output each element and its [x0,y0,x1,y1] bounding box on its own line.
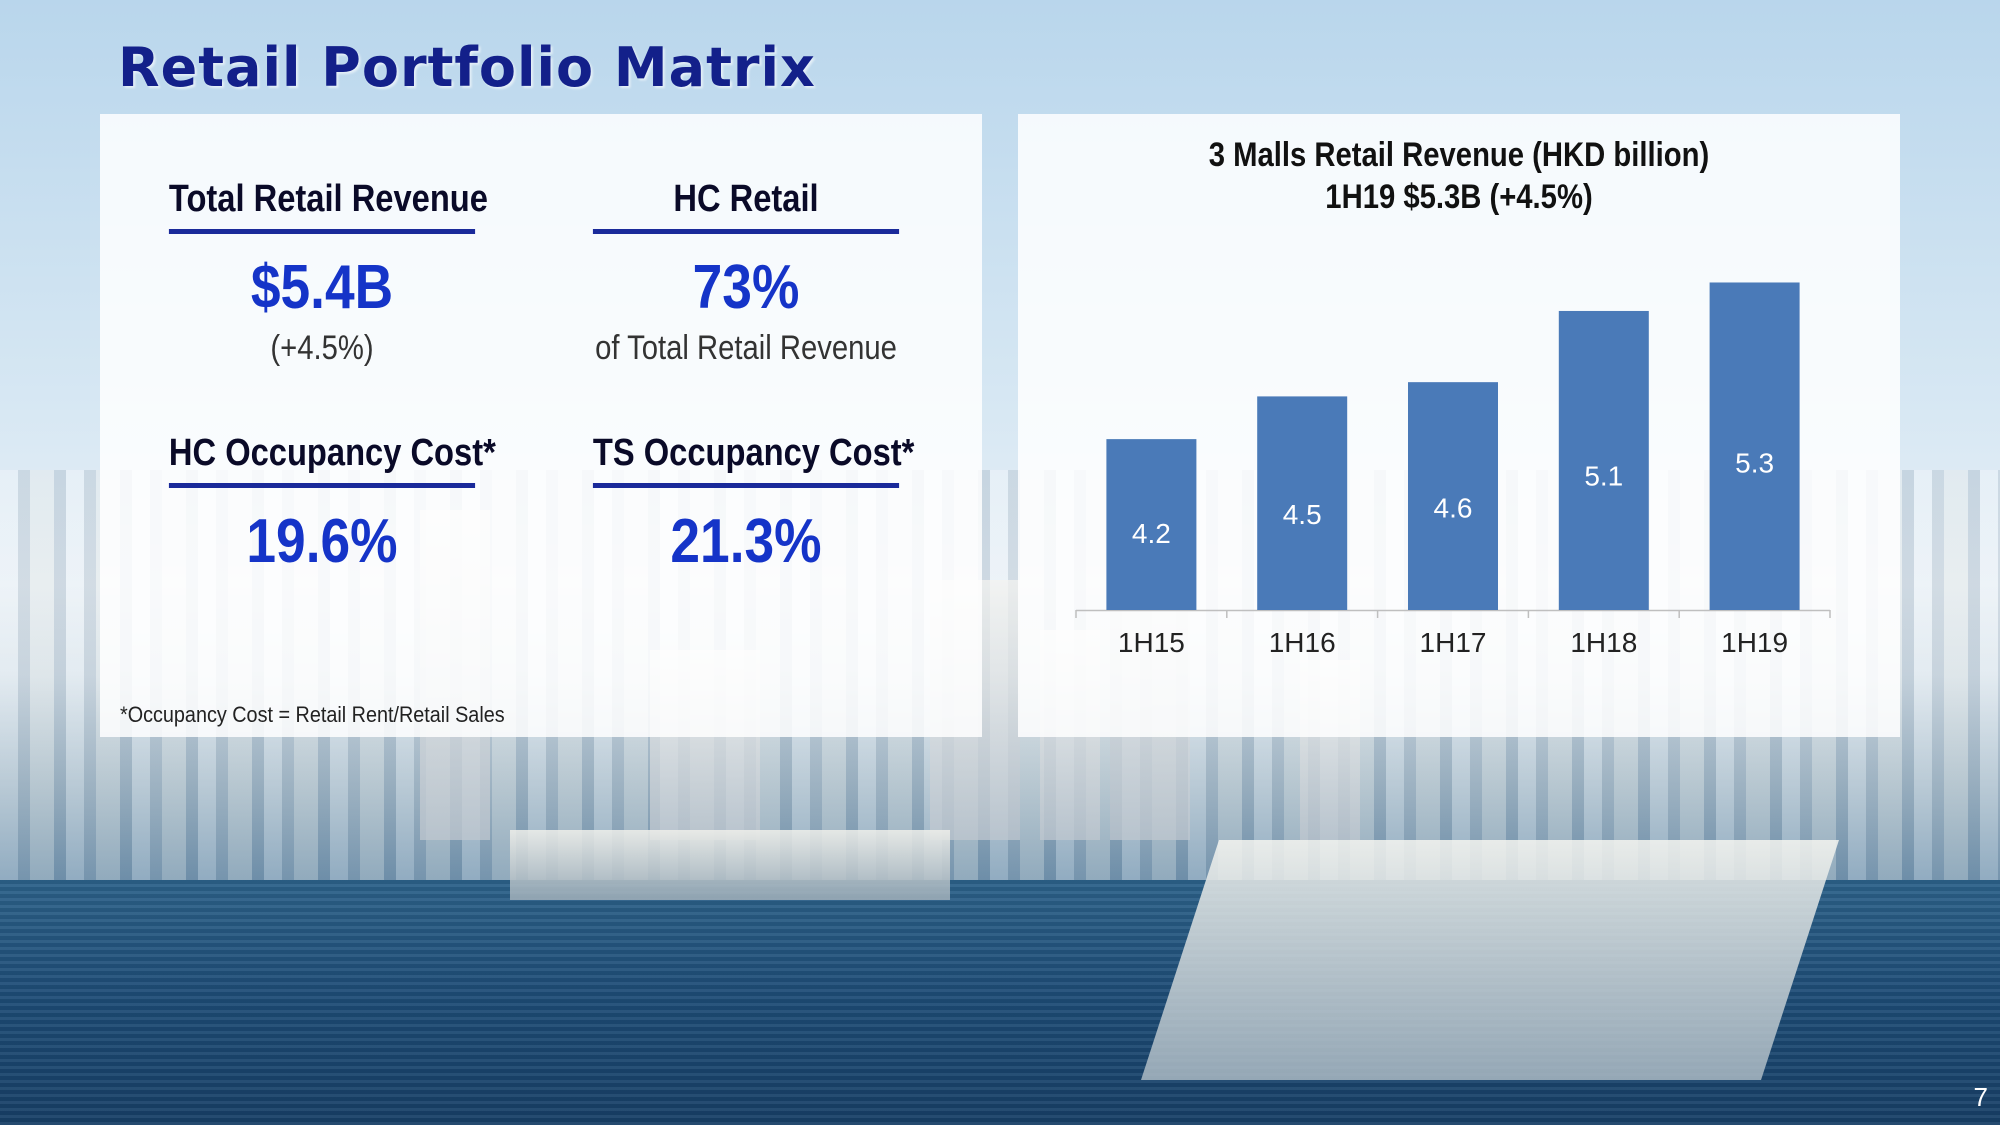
data-label-1h19: 5.3 [1735,448,1774,479]
bar-1h16 [1257,396,1348,610]
bar-1h15 [1106,439,1197,610]
page-title: Retail Portfolio Matrix [118,36,816,99]
bar-1h18 [1558,310,1649,610]
kpi-value: $5.4B [250,253,394,322]
kpi-value: 21.3% [670,507,822,576]
footnote: *Occupancy Cost = Retail Rent/Retail Sal… [120,702,505,727]
kpi-hc-retail: HC Retail 73% of Total Retail Revenue [568,178,924,368]
page-number: 7 [1973,1082,1988,1112]
kpi-head: HC Occupancy Cost* [168,432,496,488]
x-tick-label-1h18: 1H18 [1570,627,1637,658]
kpi-value: 73% [692,253,800,322]
kpi-sub: of Total Retail Revenue [595,329,897,367]
kpi-sub: (+4.5%) [270,329,374,367]
kpi-total-retail-revenue: Total Retail Revenue $5.4B (+4.5%) [144,178,500,368]
kpi-head: Total Retail Revenue [168,178,488,234]
chart-panel: 3 Malls Retail Revenue (HKD billion) 1H1… [1018,114,1900,737]
bar-1h17 [1408,382,1498,610]
data-label-1h18: 5.1 [1584,460,1623,491]
x-tick-label-1h17: 1H17 [1420,627,1487,658]
chart-subtitle: 1H19 $5.3B (+4.5%) [1325,178,1593,216]
kpi-value: 19.6% [246,507,398,576]
kpi-ts-occupancy-cost: TS Occupancy Cost* 21.3% [568,432,924,577]
chart-title-block: 3 Malls Retail Revenue (HKD billion) 1H1… [1080,134,1839,218]
x-tick-label-1h15: 1H15 [1118,627,1185,658]
x-tick-label-1h19: 1H19 [1721,627,1788,658]
kpi-hc-occupancy-cost: HC Occupancy Cost* 19.6% [144,432,500,577]
data-label-1h17: 4.6 [1434,492,1473,523]
data-label-1h15: 4.2 [1132,518,1171,549]
bar-chart: 4.2 1H15 4.5 1H16 4.6 1H17 5.1 1H18 5.3 1H19 [1075,282,1831,658]
data-label-1h16: 4.5 [1283,499,1322,530]
kpi-panel: Total Retail Revenue $5.4B (+4.5%) HC Re… [100,114,982,737]
chart-title: 3 Malls Retail Revenue (HKD billion) [1208,136,1710,174]
kpi-head: TS Occupancy Cost* [592,432,914,488]
x-tick-label-1h16: 1H16 [1269,627,1336,658]
kpi-head: HC Retail [592,178,900,234]
bar-1h19 [1709,282,1800,610]
